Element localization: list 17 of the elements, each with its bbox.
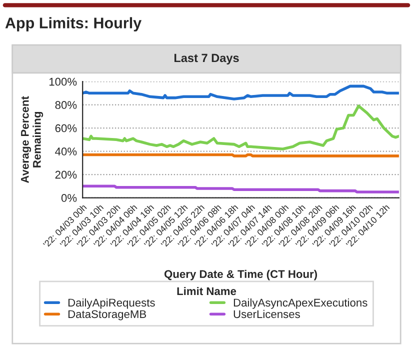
y-tick-label: 0% (61, 194, 77, 202)
legend-label: DailyAsyncApexExecutions (234, 298, 368, 309)
line-series (82, 84, 399, 100)
line-series (82, 104, 399, 150)
chart-subtitle: Last 7 Days (174, 54, 239, 64)
chart-title: App Limits: Hourly (5, 17, 142, 32)
x-axis-title: Query Date & Time (CT Hour) (164, 270, 317, 280)
y-tick-label: 40% (55, 148, 77, 156)
y-tick-label: 100% (49, 78, 77, 86)
legend-label: DataStorageMB (68, 310, 146, 320)
legend-label: DailyApiRequests (68, 298, 155, 309)
y-tick-label: 80% (55, 101, 77, 109)
y-tick-label: 20% (55, 170, 77, 179)
y-tick-label: 60% (55, 124, 77, 132)
legend-title: Limit Name (177, 286, 236, 296)
y-axis-title: Average Percent Remaining (21, 96, 44, 184)
legend-label: UserLicenses (234, 310, 300, 318)
